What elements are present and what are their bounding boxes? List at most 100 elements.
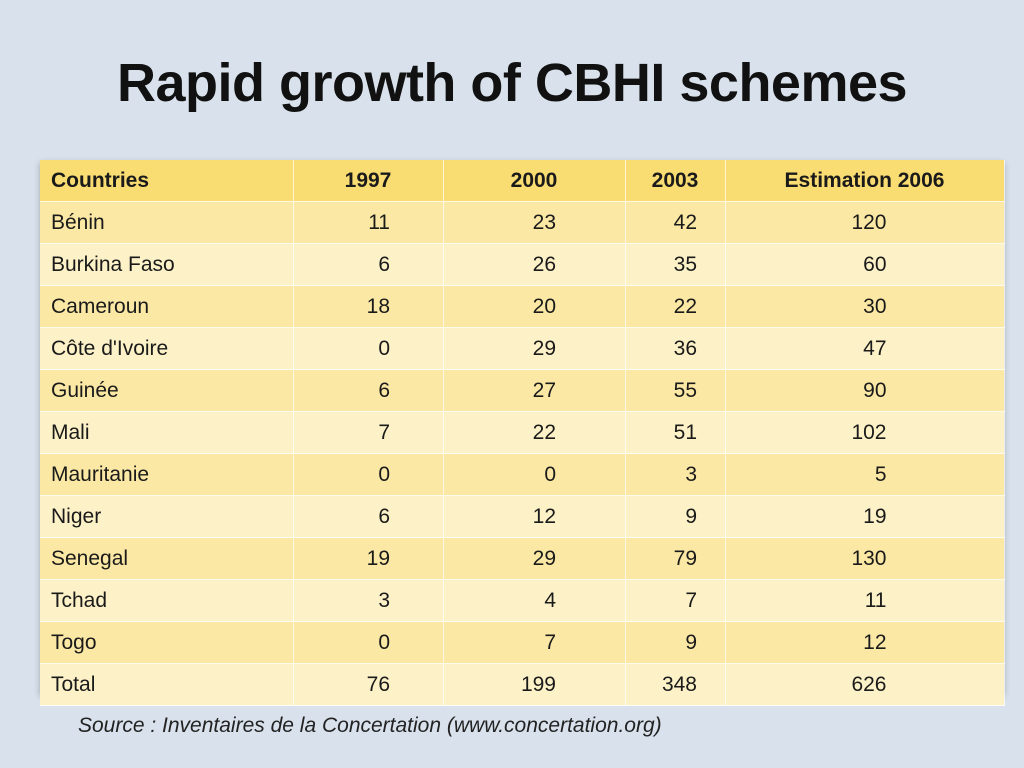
country-name-cell: Togo — [40, 621, 294, 664]
value-cell: 0 — [293, 327, 444, 370]
value-cell: 199 — [443, 663, 626, 706]
value-cell: 19 — [725, 495, 1005, 538]
value-cell: 79 — [625, 537, 726, 580]
value-cell: 7 — [625, 579, 726, 622]
value-cell: 76 — [293, 663, 444, 706]
value-text: 7 — [378, 420, 390, 444]
value-text: 19 — [863, 504, 887, 528]
table-row: Bénin 11 23 42 120 — [40, 201, 1005, 244]
cbhi-table-container: Countries 1997 2000 2003 Estimation 2006… — [40, 160, 1005, 706]
country-name-cell: Tchad — [40, 579, 294, 622]
value-text: 51 — [673, 420, 697, 444]
table-row: Niger 6 12 9 19 — [40, 495, 1005, 538]
table-header-row: Countries 1997 2000 2003 Estimation 2006 — [40, 160, 1005, 202]
header-2003: 2003 — [625, 160, 726, 202]
value-cell: 36 — [625, 327, 726, 370]
value-cell: 0 — [293, 621, 444, 664]
value-text: 0 — [544, 462, 556, 486]
value-cell: 6 — [293, 369, 444, 412]
table-row: Guinée 6 27 55 90 — [40, 369, 1005, 412]
value-text: 12 — [532, 504, 556, 528]
value-cell: 3 — [625, 453, 726, 496]
header-countries: Countries — [40, 160, 294, 202]
value-text: 29 — [532, 336, 556, 360]
value-text: 11 — [864, 588, 887, 612]
value-text: 120 — [851, 210, 887, 234]
country-name-cell: Total — [40, 663, 294, 706]
value-cell: 29 — [443, 537, 626, 580]
value-cell: 120 — [725, 201, 1005, 244]
country-name-cell: Burkina Faso — [40, 243, 294, 286]
table-row: Mali 7 22 51 102 — [40, 411, 1005, 454]
value-cell: 626 — [725, 663, 1005, 706]
value-text: 47 — [863, 336, 887, 360]
country-name-cell: Senegal — [40, 537, 294, 580]
value-text: 19 — [366, 546, 390, 570]
value-text: 36 — [673, 336, 697, 360]
value-text: 79 — [673, 546, 697, 570]
value-cell: 7 — [293, 411, 444, 454]
country-name-cell: Côte d'Ivoire — [40, 327, 294, 370]
table-row: Côte d'Ivoire 0 29 36 47 — [40, 327, 1005, 370]
table-total-row: Total 76 199 348 626 — [40, 663, 1005, 706]
value-cell: 0 — [443, 453, 626, 496]
country-name-cell: Mauritanie — [40, 453, 294, 496]
value-cell: 55 — [625, 369, 726, 412]
value-cell: 19 — [293, 537, 444, 580]
value-cell: 42 — [625, 201, 726, 244]
table-row: Burkina Faso 6 26 35 60 — [40, 243, 1005, 286]
value-cell: 18 — [293, 285, 444, 328]
table-body: Bénin 11 23 42 120 Burkina Faso 6 26 35 60 Camerou… — [40, 201, 1005, 706]
value-cell: 22 — [443, 411, 626, 454]
value-cell: 20 — [443, 285, 626, 328]
value-text: 29 — [532, 546, 556, 570]
table-row: Mauritanie 0 0 3 5 — [40, 453, 1005, 496]
value-cell: 29 — [443, 327, 626, 370]
table-row: Cameroun 18 20 22 30 — [40, 285, 1005, 328]
header-estimation-2006: Estimation 2006 — [725, 160, 1005, 202]
table-row: Senegal 19 29 79 130 — [40, 537, 1005, 580]
value-text: 30 — [863, 294, 887, 318]
value-cell: 102 — [725, 411, 1005, 454]
value-text: 4 — [544, 588, 556, 612]
value-cell: 348 — [625, 663, 726, 706]
value-text: 6 — [378, 504, 390, 528]
value-cell: 90 — [725, 369, 1005, 412]
country-name-cell: Guinée — [40, 369, 294, 412]
value-cell: 22 — [625, 285, 726, 328]
country-name-cell: Cameroun — [40, 285, 294, 328]
value-text: 12 — [863, 630, 887, 654]
value-cell: 5 — [725, 453, 1005, 496]
source-note: Source : Inventaires de la Concertation … — [78, 714, 662, 737]
country-name-cell: Bénin — [40, 201, 294, 244]
cbhi-table: Countries 1997 2000 2003 Estimation 2006… — [40, 160, 1005, 706]
value-cell: 60 — [725, 243, 1005, 286]
value-text: 3 — [685, 462, 697, 486]
value-text: 0 — [378, 630, 390, 654]
value-cell: 0 — [293, 453, 444, 496]
value-cell: 9 — [625, 621, 726, 664]
value-cell: 11 — [725, 579, 1005, 622]
value-text: 5 — [874, 462, 887, 486]
slide-title: Rapid growth of CBHI schemes — [116, 53, 908, 113]
value-text: 35 — [673, 252, 697, 276]
value-text: 9 — [685, 630, 697, 654]
value-text: 348 — [661, 672, 697, 696]
value-text: 9 — [685, 504, 697, 528]
value-cell: 51 — [625, 411, 726, 454]
value-text: 102 — [851, 420, 887, 444]
value-text: 18 — [366, 294, 390, 318]
value-text: 22 — [532, 420, 556, 444]
value-text: 20 — [532, 294, 556, 318]
value-text: 7 — [544, 630, 556, 654]
value-text: 60 — [863, 252, 887, 276]
value-text: 3 — [378, 588, 390, 612]
value-text: 23 — [532, 210, 556, 234]
value-text: 76 — [366, 672, 390, 696]
value-cell: 30 — [725, 285, 1005, 328]
value-cell: 11 — [293, 201, 444, 244]
value-cell: 6 — [293, 243, 444, 286]
value-cell: 3 — [293, 579, 444, 622]
value-text: 42 — [673, 210, 697, 234]
value-text: 27 — [532, 378, 556, 402]
